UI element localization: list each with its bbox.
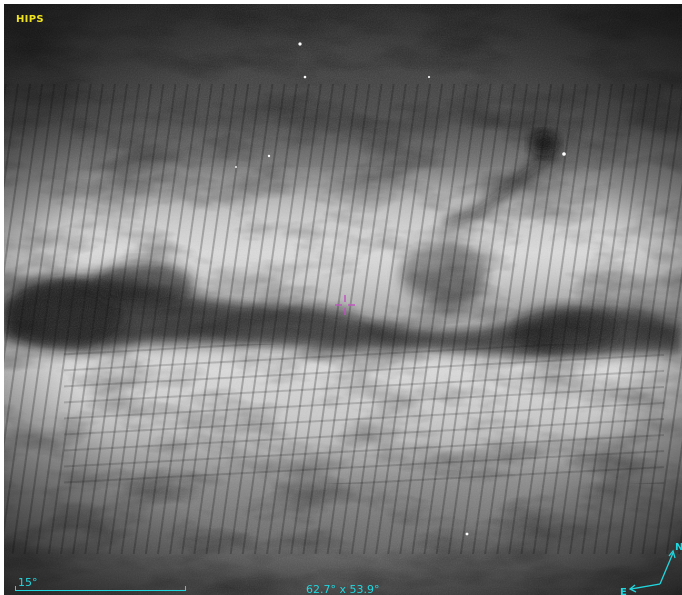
field-of-view-label: 62.7° x 53.9°	[306, 583, 380, 595]
survey-label[interactable]: HIPS	[16, 14, 44, 25]
compass-east-label: E	[620, 587, 627, 595]
sky-image[interactable]	[4, 4, 682, 595]
compass-north-label: N	[675, 542, 682, 553]
crosshair-icon	[335, 295, 355, 315]
sky-viewer[interactable]: HIPS 15° 62.7° x 53.9° N E	[4, 4, 682, 595]
compass-icon: N E	[620, 542, 682, 595]
scale-bar	[15, 586, 186, 591]
scale-label: 15°	[18, 576, 38, 589]
